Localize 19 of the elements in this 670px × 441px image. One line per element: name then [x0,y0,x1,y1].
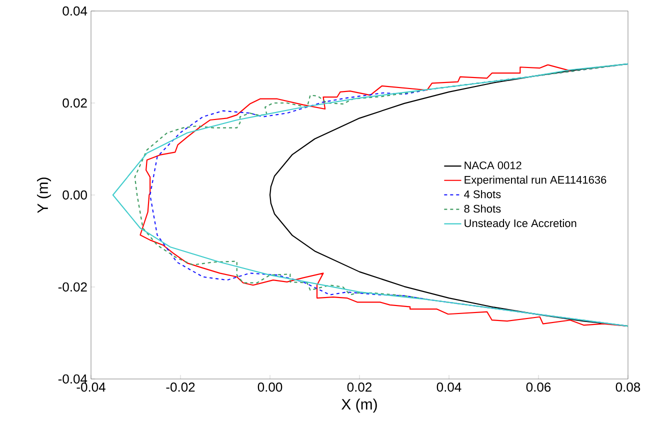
x-tick-label: 0.04 [436,382,462,392]
y-tick-label: -0.04 [58,374,88,384]
x-tick-label: 0.02 [347,382,372,392]
y-tick-label: 0.04 [62,6,88,16]
x-tick-label: 0.08 [616,382,640,392]
y-tick-label: 0.00 [62,190,87,200]
y-axis-title: Y (m) [37,178,51,213]
x-axis-title: X (m) [342,398,377,413]
x-tick-label: -0.02 [166,382,195,392]
legend-label: Unsteady Ice Accretion [464,219,576,230]
y-tick-label: 0.02 [62,98,87,108]
x-tick-label: 0.00 [258,382,282,392]
y-tick-label: -0.02 [58,282,87,292]
legend-label: 4 Shots [464,190,501,198]
legend-label: 8 Shots [464,204,501,213]
legend-label: NACA 0012 [464,161,522,170]
x-tick-label: -0.04 [76,382,106,392]
legend-label: Experimental run AE1141636 [464,176,606,186]
x-tick-label: 0.06 [526,382,551,392]
